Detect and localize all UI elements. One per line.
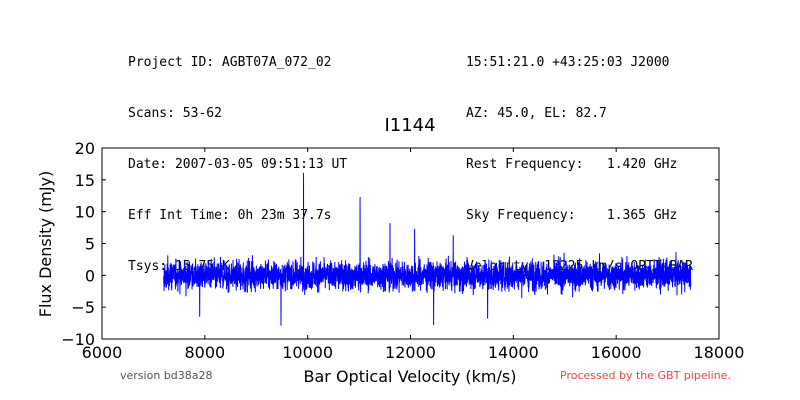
x-tick-label: 6000	[82, 343, 123, 362]
x-tick-label: 8000	[184, 343, 225, 362]
y-tick-label: −10	[61, 330, 95, 349]
x-tick-label: 14000	[488, 343, 539, 362]
az-el-text: AZ: 45.0, EL: 82.7	[466, 106, 607, 121]
y-tick-label: 20	[75, 139, 95, 158]
y-tick-label: 0	[85, 266, 95, 285]
project-id-text: Project ID: AGBT07A_072_02	[128, 55, 332, 70]
plot-frame	[101, 147, 720, 340]
pipeline-credit: Processed by the GBT pipeline.	[560, 369, 731, 382]
date-text: Date: 2007-03-05 09:51:13 UT	[128, 157, 348, 172]
rest-frequency-text: Rest Frequency: 1.420 GHz	[466, 157, 678, 172]
x-axis-label: Bar Optical Velocity (km/s)	[304, 367, 517, 386]
scans-text: Scans: 53-62	[128, 106, 222, 121]
x-tick-label: 18000	[694, 343, 745, 362]
sky-frequency-text: Sky Frequency: 1.365 GHz	[466, 208, 678, 223]
y-tick-label: −5	[71, 298, 95, 317]
plot-area	[163, 172, 692, 326]
coordinates-text: 15:51:21.0 +43:25:03 J2000	[466, 55, 670, 70]
axes: 6000 8000 10000 12000 14000 16000 18000 −10 −5 0 5…	[61, 139, 744, 362]
y-axis-label: Flux Density (mJy)	[36, 171, 55, 318]
x-tick-label: 16000	[591, 343, 642, 362]
x-tick-label: 12000	[385, 343, 436, 362]
y-tick-label: 15	[75, 171, 95, 190]
y-tick-label: 5	[85, 235, 95, 254]
spectrum-series-line	[163, 172, 692, 326]
x-tick-label: 10000	[282, 343, 333, 362]
integration-time-text: Eff Int Time: 0h 23m 37.7s	[128, 208, 332, 223]
version-label: version bd38a28	[120, 369, 213, 382]
plot-title: I1144	[384, 115, 436, 136]
y-tick-label: 10	[75, 203, 95, 222]
observation-info-left: Project ID: AGBT07A_072_02 Scans: 53-62 …	[128, 20, 347, 292]
